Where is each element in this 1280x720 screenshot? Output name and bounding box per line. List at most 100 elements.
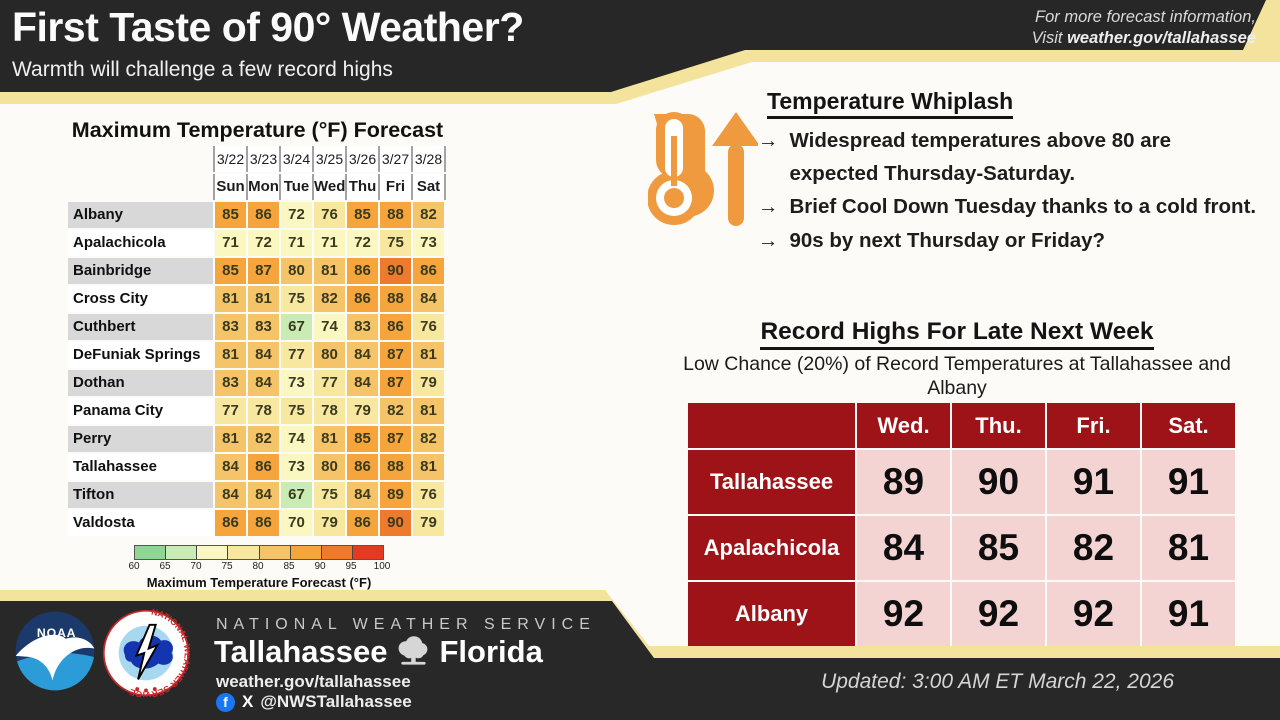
- record-day-header: Thu.: [952, 403, 1045, 448]
- forecast-temp-cell: 75: [281, 286, 312, 312]
- forecast-table-title: Maximum Temperature (°F) Forecast: [71, 118, 444, 142]
- forecast-temp-cell: 87: [248, 258, 279, 284]
- legend-tick-label: 80: [252, 561, 264, 572]
- whiplash-bullet: → 90s by next Thursday or Friday?: [758, 224, 1263, 257]
- bullet-arrow-icon: →: [758, 195, 779, 219]
- forecast-day-header: Wed: [312, 174, 345, 200]
- bullet-arrow-icon: →: [758, 129, 779, 152]
- forecast-date-header: 3/24: [279, 146, 312, 172]
- page-title: First Taste of 90° Weather?: [12, 4, 524, 50]
- forecast-temp-cell: 72: [248, 230, 279, 256]
- forecast-temp-cell: 77: [215, 398, 246, 424]
- record-highs-subheading: Low Chance (20%) of Record Temperatures …: [683, 353, 1231, 400]
- forecast-temp-cell: 84: [413, 286, 444, 312]
- oak-tree-icon: [399, 636, 428, 665]
- footer-agency-name: NATIONAL WEATHER SERVICE: [216, 616, 596, 633]
- forecast-temp-cell: 88: [380, 202, 411, 228]
- forecast-temp-cell: 82: [380, 398, 411, 424]
- forecast-temp-cell: 83: [215, 370, 246, 396]
- record-temp-cell: 91: [1142, 450, 1235, 514]
- forecast-temp-cell: 83: [248, 314, 279, 340]
- info-site-url: weather.gov/tallahassee: [1067, 29, 1256, 48]
- forecast-day-header: Fri: [378, 174, 411, 200]
- forecast-temp-cell: 86: [380, 314, 411, 340]
- forecast-temp-cell: 86: [347, 510, 378, 536]
- footer-office-state: Florida: [439, 634, 543, 669]
- legend-tick-label: 75: [221, 561, 233, 572]
- bullet-arrow-icon: →: [758, 228, 779, 252]
- forecast-temp-cell: 83: [347, 314, 378, 340]
- forecast-temp-cell: 86: [215, 510, 246, 536]
- forecast-temp-cell: 74: [281, 426, 312, 452]
- forecast-temp-cell: 72: [281, 202, 312, 228]
- forecast-city-label: DeFuniak Springs: [68, 342, 213, 368]
- forecast-temp-cell: 86: [347, 286, 378, 312]
- forecast-city-label: Valdosta: [68, 510, 213, 536]
- legend-tick-label: 100: [373, 561, 391, 572]
- forecast-temp-cell: 90: [380, 258, 411, 284]
- bullet-text: Widespread temperatures above 80 are exp…: [789, 129, 1172, 186]
- forecast-temp-cell: 87: [380, 342, 411, 368]
- noaa-logo-text: NOAA: [37, 626, 77, 640]
- record-temp-cell: 85: [952, 516, 1045, 580]
- x-twitter-icon: X: [242, 692, 254, 711]
- legend-color-segment: [321, 546, 353, 559]
- forecast-temp-cell: 83: [215, 314, 246, 340]
- forecast-temp-cell: 86: [248, 202, 279, 228]
- forecast-temp-cell: 75: [314, 482, 345, 508]
- legend-color-segment: [352, 546, 383, 559]
- forecast-temp-cell: 82: [314, 286, 345, 312]
- forecast-temp-cell: 75: [380, 230, 411, 256]
- forecast-temp-cell: 70: [281, 510, 312, 536]
- forecast-temp-cell: 86: [347, 454, 378, 480]
- forecast-city-label: Perry: [68, 426, 213, 452]
- forecast-temp-cell: 79: [413, 370, 444, 396]
- forecast-date-header: 3/23: [246, 146, 279, 172]
- forecast-temp-cell: 84: [248, 370, 279, 396]
- bullet-text: 90s by next Thursday or Friday?: [789, 228, 1106, 252]
- forecast-temp-cell: 78: [248, 398, 279, 424]
- forecast-temp-cell: 86: [248, 454, 279, 480]
- forecast-temp-cell: 88: [380, 454, 411, 480]
- forecast-legend: 60 65 70 75 80 85 90 95 100 Maximum Temperature …: [128, 545, 390, 590]
- forecast-temp-cell: 76: [413, 314, 444, 340]
- legend-ticks: 60 65 70 75 80 85 90 95 100: [128, 561, 390, 574]
- forecast-temp-cell: 86: [347, 258, 378, 284]
- record-city-label: Albany: [688, 582, 855, 646]
- forecast-day-header: Tue: [279, 174, 312, 200]
- forecast-table: 3/22 3/23 3/24 3/25 3/26 3/27 3/28 Sun Mon Tue Wed…: [68, 146, 446, 536]
- forecast-temp-cell: 81: [314, 258, 345, 284]
- forecast-temp-cell: 81: [314, 426, 345, 452]
- forecast-temp-cell: 90: [380, 510, 411, 536]
- legend-tick-label: 90: [314, 561, 326, 572]
- forecast-day-header: Thu: [345, 174, 378, 200]
- page-subtitle: Warmth will challenge a few record highs: [12, 58, 393, 81]
- footer-office-city: Tallahassee: [214, 634, 388, 669]
- record-temp-cell: 92: [857, 582, 950, 646]
- forecast-city-label: Cuthbert: [68, 314, 213, 340]
- facebook-icon: f: [216, 692, 235, 712]
- forecast-date-header: 3/25: [312, 146, 345, 172]
- forecast-temp-cell: 74: [314, 314, 345, 340]
- header-info: For more forecast information, Visit wea…: [1032, 7, 1256, 50]
- forecast-temp-cell: 84: [347, 482, 378, 508]
- record-temp-cell: 92: [952, 582, 1045, 646]
- legend-color-segment: [228, 546, 260, 559]
- forecast-temp-cell: 79: [347, 398, 378, 424]
- forecast-temp-cell: 73: [413, 230, 444, 256]
- forecast-temp-cell: 81: [248, 286, 279, 312]
- legend-color-segment: [290, 546, 322, 559]
- forecast-temp-cell: 78: [314, 398, 345, 424]
- forecast-city-label: Bainbridge: [68, 258, 213, 284]
- whiplash-bullet-list: → Widespread temperatures above 80 are ex…: [758, 124, 1263, 257]
- forecast-temp-cell: 84: [215, 454, 246, 480]
- legend-tick-label: 70: [190, 561, 202, 572]
- forecast-city-label: Cross City: [68, 286, 213, 312]
- whiplash-bullet: → Brief Cool Down Tuesday thanks to a col…: [758, 190, 1263, 223]
- forecast-temp-cell: 71: [215, 230, 246, 256]
- record-highs-table: Wed. Thu. Fri. Sat. Tallahassee 89 90 91 91 Apala…: [688, 403, 1235, 646]
- forecast-date-header: 3/26: [345, 146, 378, 172]
- record-day-header: Wed.: [857, 403, 950, 448]
- forecast-temp-cell: 81: [413, 454, 444, 480]
